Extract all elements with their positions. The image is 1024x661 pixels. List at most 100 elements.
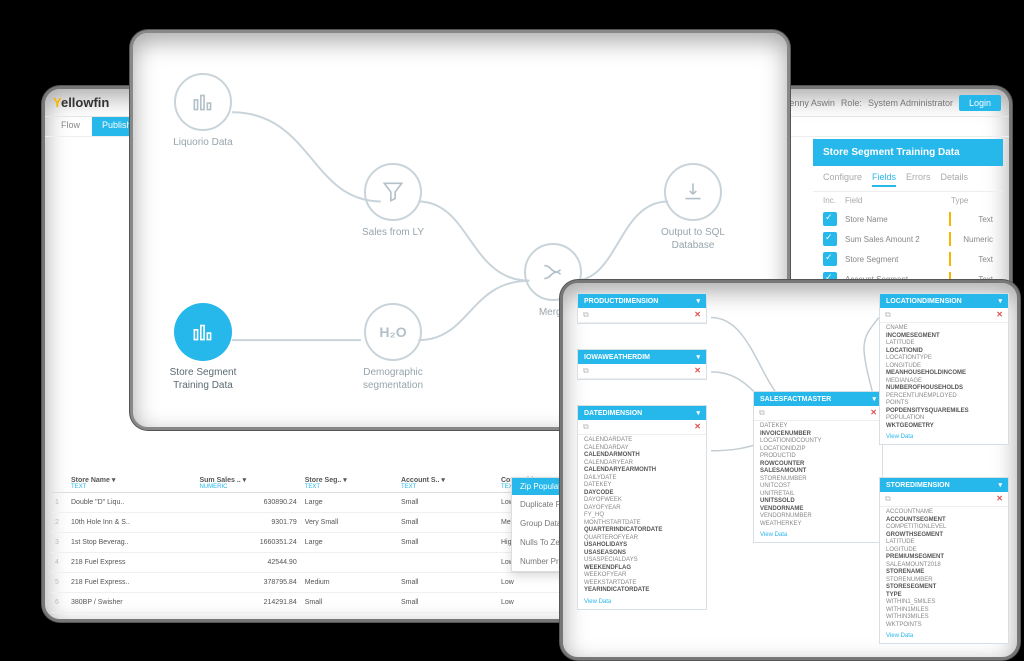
- schema-field[interactable]: DAYOFYEAR: [584, 505, 700, 513]
- schema-field[interactable]: DAYCODE: [584, 490, 700, 498]
- field-row[interactable]: Store SegmentText: [813, 249, 1003, 269]
- schema-field[interactable]: POPULATION: [886, 415, 1002, 423]
- schema-field[interactable]: COMPETITIONLEVEL: [886, 524, 1002, 532]
- schema-field[interactable]: POINTS: [886, 400, 1002, 408]
- schema-field[interactable]: NUMBEROFHOUSEHOLDS: [886, 385, 1002, 393]
- schema-field[interactable]: LOCATIONIDZIP: [760, 446, 876, 454]
- close-icon[interactable]: ✕: [694, 310, 701, 320]
- schema-field[interactable]: LONGITUDE: [886, 363, 1002, 371]
- table-location[interactable]: LOCATIONDIMENSION▾ ⧉✕ CNAMEINCOMESEGMENT…: [879, 293, 1009, 445]
- schema-field[interactable]: UNITSSOLD: [760, 498, 876, 506]
- schema-field[interactable]: MONTHSTARTDATE: [584, 520, 700, 528]
- schema-field[interactable]: SALEAMOUNT2018: [886, 562, 1002, 570]
- copy-icon[interactable]: ⧉: [583, 366, 589, 376]
- schema-field[interactable]: LATITUDE: [886, 539, 1002, 547]
- view-data-link[interactable]: View Data: [880, 631, 1008, 643]
- include-checkbox[interactable]: [823, 252, 837, 266]
- schema-field[interactable]: VENDORNUMBER: [760, 513, 876, 521]
- schema-field[interactable]: LOCATIONID: [886, 348, 1002, 356]
- node-demographic[interactable]: H₂O Demographic segmentation: [333, 303, 453, 392]
- schema-field[interactable]: STORENUMBER: [886, 577, 1002, 585]
- schema-field[interactable]: USASPECIALDAYS: [584, 557, 700, 565]
- schema-field[interactable]: LOCATIONTYPE: [886, 355, 1002, 363]
- close-icon[interactable]: ✕: [694, 366, 701, 376]
- schema-field[interactable]: CNAME: [886, 325, 1002, 333]
- schema-field[interactable]: WITHIN3MILES: [886, 614, 1002, 622]
- schema-field[interactable]: PRODUCTID: [760, 453, 876, 461]
- login-button[interactable]: Login: [959, 95, 1001, 111]
- table-weather[interactable]: IOWAWEATHERDIM▾ ⧉✕: [577, 349, 707, 380]
- close-icon[interactable]: ✕: [996, 310, 1003, 320]
- node-store-segment[interactable]: Store Segment Training Data: [143, 303, 263, 392]
- schema-field[interactable]: QUARTERINDICATORDATE: [584, 527, 700, 535]
- schema-field[interactable]: ACCOUNTSEGMENT: [886, 517, 1002, 525]
- schema-field[interactable]: USASEASONS: [584, 550, 700, 558]
- copy-icon[interactable]: ⧉: [885, 494, 891, 504]
- schema-field[interactable]: WEEKOFYEAR: [584, 572, 700, 580]
- schema-field[interactable]: INVOICENUMBER: [760, 431, 876, 439]
- schema-field[interactable]: STORESEGMENT: [886, 584, 1002, 592]
- schema-field[interactable]: DAILYDATE: [584, 475, 700, 483]
- view-data-link[interactable]: View Data: [754, 530, 882, 542]
- schema-field[interactable]: WEATHERKEY: [760, 521, 876, 529]
- copy-icon[interactable]: ⧉: [885, 310, 891, 320]
- schema-field[interactable]: CALENDARYEAR: [584, 460, 700, 468]
- column-header[interactable]: Store Name ▾TEXT: [67, 472, 195, 493]
- schema-field[interactable]: STORENUMBER: [760, 476, 876, 484]
- schema-field[interactable]: MEDIANAGE: [886, 378, 1002, 386]
- schema-field[interactable]: PERCENTUNEMPLOYED: [886, 393, 1002, 401]
- schema-field[interactable]: SALESAMOUNT: [760, 468, 876, 476]
- field-row[interactable]: Sum Sales Amount 2Numeric: [813, 229, 1003, 249]
- schema-field[interactable]: ACCOUNTNAME: [886, 509, 1002, 517]
- schema-field[interactable]: CALENDARDATE: [584, 437, 700, 445]
- chevron-down-icon[interactable]: ▾: [696, 353, 700, 361]
- node-sales-ly[interactable]: Sales from LY: [333, 163, 453, 240]
- schema-field[interactable]: WEEKENDFLAG: [584, 565, 700, 573]
- schema-field[interactable]: DATEKEY: [760, 423, 876, 431]
- chevron-down-icon[interactable]: ▾: [998, 297, 1002, 305]
- column-header[interactable]: Store Seg.. ▾TEXT: [301, 472, 397, 493]
- schema-field[interactable]: WITHIN1MILES: [886, 607, 1002, 615]
- chevron-down-icon[interactable]: ▾: [696, 409, 700, 417]
- schema-field[interactable]: FY_HQ: [584, 512, 700, 520]
- close-icon[interactable]: ✕: [996, 494, 1003, 504]
- schema-field[interactable]: QUARTEROFYEAR: [584, 535, 700, 543]
- include-checkbox[interactable]: [823, 212, 837, 226]
- chevron-down-icon[interactable]: ▾: [998, 481, 1002, 489]
- schema-field[interactable]: WITHIN1_5MILES: [886, 599, 1002, 607]
- schema-field[interactable]: USAHOLIDAYS: [584, 542, 700, 550]
- view-data-link[interactable]: View Data: [578, 597, 706, 609]
- include-checkbox[interactable]: [823, 232, 837, 246]
- tab-flow[interactable]: Flow: [51, 117, 90, 136]
- table-product[interactable]: PRODUCTDIMENSION▾ ⧉✕: [577, 293, 707, 324]
- schema-field[interactable]: WKTGEOMETRY: [886, 423, 1002, 431]
- schema-field[interactable]: WKTPOINTS: [886, 622, 1002, 630]
- schema-field[interactable]: GROWTHSEGMENT: [886, 532, 1002, 540]
- table-sales[interactable]: SALESFACTMASTER▾ ⧉✕ DATEKEYINVOICENUMBER…: [753, 391, 883, 543]
- chevron-down-icon[interactable]: ▾: [696, 297, 700, 305]
- schema-field[interactable]: UNITCOST: [760, 483, 876, 491]
- column-header[interactable]: Sum Sales .. ▾NUMERIC: [195, 472, 300, 493]
- column-header[interactable]: Account S.. ▾TEXT: [397, 472, 497, 493]
- copy-icon[interactable]: ⧉: [583, 422, 589, 432]
- schema-field[interactable]: INCOMESEGMENT: [886, 333, 1002, 341]
- copy-icon[interactable]: ⧉: [583, 310, 589, 320]
- schema-field[interactable]: LOGITUDE: [886, 547, 1002, 555]
- table-store[interactable]: STOREDIMENSION▾ ⧉✕ ACCOUNTNAMEACCOUNTSEG…: [879, 477, 1009, 644]
- schema-field[interactable]: POPDENSITYSQUAREMILES: [886, 408, 1002, 416]
- schema-field[interactable]: CALENDARMONTH: [584, 452, 700, 460]
- schema-field[interactable]: TYPE: [886, 592, 1002, 600]
- table-date[interactable]: DATEDIMENSION▾ ⧉✕ CALENDARDATECALENDARDA…: [577, 405, 707, 610]
- node-output[interactable]: Output to SQL Database: [633, 163, 753, 252]
- field-row[interactable]: Store NameText: [813, 209, 1003, 229]
- schema-field[interactable]: DAYOFWEEK: [584, 497, 700, 505]
- copy-icon[interactable]: ⧉: [759, 408, 765, 418]
- schema-field[interactable]: LATITUDE: [886, 340, 1002, 348]
- chevron-down-icon[interactable]: ▾: [872, 395, 876, 403]
- schema-field[interactable]: STORENAME: [886, 569, 1002, 577]
- schema-field[interactable]: CALENDARDAY: [584, 445, 700, 453]
- schema-field[interactable]: WEEKSTARTDATE: [584, 580, 700, 588]
- view-data-link[interactable]: View Data: [880, 432, 1008, 444]
- schema-field[interactable]: YEARINDICATORDATE: [584, 587, 700, 595]
- ptab-fields[interactable]: Fields: [872, 172, 896, 187]
